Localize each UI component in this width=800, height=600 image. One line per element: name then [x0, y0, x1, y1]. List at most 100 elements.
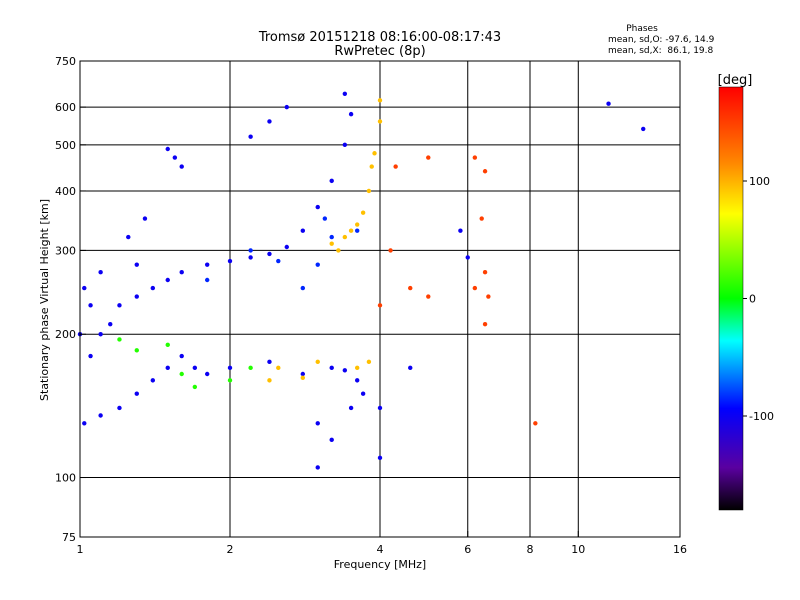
y-tick-label: 500 — [55, 139, 76, 152]
data-point — [366, 188, 372, 194]
data-point — [377, 119, 383, 124]
data-point — [165, 146, 170, 152]
x-tick-label: 16 — [673, 543, 687, 556]
data-point — [322, 216, 328, 221]
y-axis-ticks: 75 100 200 300 400 500 600 750 — [55, 55, 86, 544]
data-point — [329, 178, 334, 184]
data-point — [377, 303, 383, 308]
data-point — [88, 353, 93, 359]
data-point — [267, 251, 272, 257]
data-point — [342, 368, 348, 373]
data-point — [315, 359, 320, 365]
x-tick-label: 6 — [464, 543, 471, 556]
data-point — [482, 321, 488, 327]
data-point — [134, 391, 139, 396]
data-point — [165, 365, 170, 371]
data-point — [300, 375, 306, 380]
data-point — [267, 378, 272, 383]
data-point — [267, 359, 272, 365]
phases-box-o: mean, sd,O: -97.6, 14.9 — [608, 35, 715, 45]
data-point — [342, 142, 348, 148]
data-point — [360, 391, 366, 396]
data-point — [426, 155, 431, 160]
data-point — [348, 228, 354, 233]
data-point — [150, 378, 156, 383]
data-point — [426, 294, 431, 299]
data-point — [329, 241, 334, 246]
data-point — [165, 277, 170, 283]
data-point — [179, 270, 184, 275]
data-point — [126, 234, 131, 240]
data-point — [248, 365, 253, 371]
y-tick-label: 600 — [55, 101, 76, 114]
data-point — [134, 262, 139, 267]
data-point — [348, 405, 354, 411]
data-point — [482, 270, 488, 275]
phases-box-title: Phases — [626, 24, 658, 34]
data-point — [108, 321, 113, 327]
data-point — [267, 119, 272, 124]
data-point — [329, 365, 334, 371]
chart-subtitle: RwPretec (8p) — [334, 44, 425, 59]
data-point — [377, 405, 383, 411]
data-point — [165, 342, 170, 348]
data-point — [465, 255, 470, 260]
y-tick-label: 300 — [55, 244, 76, 257]
data-point — [204, 277, 210, 283]
data-point — [458, 228, 463, 233]
data-point — [192, 365, 198, 371]
data-point — [82, 285, 87, 291]
x-axis-ticks: 1 2 4 6 8 10 16 — [77, 531, 687, 556]
data-point — [150, 285, 156, 291]
data-point — [315, 421, 320, 426]
y-tick-label: 400 — [55, 185, 76, 198]
data-point — [329, 437, 334, 443]
data-point — [315, 262, 320, 267]
data-point — [192, 384, 198, 390]
data-point — [284, 104, 289, 110]
data-point — [354, 378, 360, 383]
data-point — [300, 285, 306, 291]
data-point — [342, 234, 348, 240]
colorbar — [718, 86, 744, 511]
data-point — [134, 294, 139, 299]
data-point — [142, 216, 148, 221]
data-point — [227, 365, 233, 371]
colorbar-ticks: 100 0 -100 — [743, 175, 774, 423]
colorbar-unit-label: [deg] — [718, 73, 753, 88]
data-point — [369, 164, 374, 169]
y-tick-label: 750 — [55, 55, 76, 68]
data-point — [179, 353, 184, 359]
data-point — [88, 303, 93, 308]
y-tick-label: 75 — [62, 531, 76, 544]
data-point — [606, 101, 611, 106]
x-tick-label: 10 — [571, 543, 585, 556]
data-point — [377, 455, 383, 461]
data-point — [329, 234, 334, 240]
data-point — [486, 294, 491, 299]
data-point — [342, 91, 348, 96]
x-tick-label: 4 — [377, 543, 384, 556]
data-point — [300, 228, 306, 233]
data-point — [472, 285, 478, 291]
data-point — [204, 262, 210, 267]
data-point — [82, 421, 87, 426]
data-point — [248, 255, 253, 260]
data-point — [348, 111, 354, 117]
x-tick-label: 2 — [227, 543, 234, 556]
data-point — [248, 248, 253, 253]
data-point — [336, 248, 341, 253]
data-point — [284, 244, 289, 250]
data-point — [377, 98, 383, 103]
data-point — [98, 413, 103, 418]
x-axis-label: Frequency [MHz] — [334, 558, 426, 571]
data-point — [315, 465, 320, 470]
data-point — [227, 258, 233, 264]
data-point — [134, 348, 139, 353]
data-point — [204, 371, 210, 377]
data-point — [408, 365, 413, 371]
data-point — [366, 359, 372, 365]
data-point — [354, 228, 360, 233]
chart-title: Tromsø 20151218 08:16:00-08:17:43 — [258, 30, 501, 45]
